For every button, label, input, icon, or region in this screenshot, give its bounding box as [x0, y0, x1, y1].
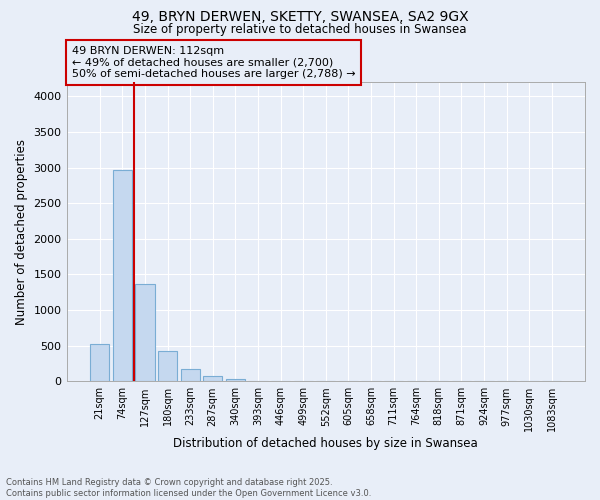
Text: 49 BRYN DERWEN: 112sqm
← 49% of detached houses are smaller (2,700)
50% of semi-: 49 BRYN DERWEN: 112sqm ← 49% of detached… — [72, 46, 355, 79]
Bar — [113, 170, 132, 382]
Y-axis label: Number of detached properties: Number of detached properties — [15, 138, 28, 324]
Bar — [90, 344, 109, 382]
Text: Size of property relative to detached houses in Swansea: Size of property relative to detached ho… — [133, 22, 467, 36]
Bar — [181, 369, 200, 382]
Bar — [136, 284, 155, 382]
Text: 49, BRYN DERWEN, SKETTY, SWANSEA, SA2 9GX: 49, BRYN DERWEN, SKETTY, SWANSEA, SA2 9G… — [131, 10, 469, 24]
Bar — [158, 350, 177, 382]
Bar — [226, 379, 245, 382]
X-axis label: Distribution of detached houses by size in Swansea: Distribution of detached houses by size … — [173, 437, 478, 450]
Text: Contains HM Land Registry data © Crown copyright and database right 2025.
Contai: Contains HM Land Registry data © Crown c… — [6, 478, 371, 498]
Bar — [203, 376, 223, 382]
